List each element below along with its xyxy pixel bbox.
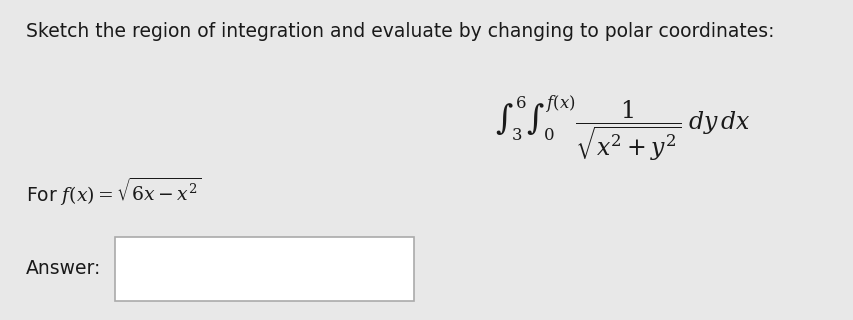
Text: $\int_3^6 \int_0^{f(x)} \dfrac{1}{\sqrt{x^2+y^2}}\; dy\, dx$: $\int_3^6 \int_0^{f(x)} \dfrac{1}{\sqrt{… [495,93,751,163]
Text: For $f(x) = \sqrt{6x - x^2}$: For $f(x) = \sqrt{6x - x^2}$ [26,176,201,208]
FancyBboxPatch shape [115,237,414,301]
Text: Answer:: Answer: [26,259,101,278]
Text: Sketch the region of integration and evaluate by changing to polar coordinates:: Sketch the region of integration and eva… [26,22,773,41]
